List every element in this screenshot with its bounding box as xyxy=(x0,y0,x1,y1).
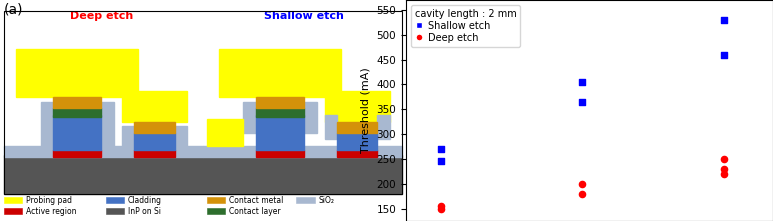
Bar xyxy=(53,150,101,157)
Bar xyxy=(122,126,134,150)
Bar xyxy=(4,146,203,157)
Bar xyxy=(134,122,175,133)
Bar xyxy=(41,102,53,150)
Point xyxy=(576,182,588,185)
Bar xyxy=(175,126,187,150)
Bar xyxy=(105,208,124,214)
Text: Shallow etch: Shallow etch xyxy=(264,11,344,21)
Point xyxy=(435,147,448,151)
Bar xyxy=(4,197,22,203)
Text: Contact metal: Contact metal xyxy=(230,196,284,204)
Bar xyxy=(101,102,114,150)
Bar xyxy=(325,91,390,122)
Bar xyxy=(4,11,402,194)
Bar xyxy=(53,115,101,150)
Bar xyxy=(105,197,124,203)
Text: Probing pad: Probing pad xyxy=(26,196,73,204)
Text: InP on Si: InP on Si xyxy=(128,207,161,215)
Bar xyxy=(4,208,22,214)
Bar xyxy=(53,108,101,117)
Bar xyxy=(256,108,305,117)
Text: Cladding: Cladding xyxy=(128,196,162,204)
Bar xyxy=(337,150,377,157)
Bar xyxy=(243,102,256,133)
Text: (a): (a) xyxy=(4,2,23,16)
Bar xyxy=(207,119,243,146)
Point xyxy=(576,80,588,84)
Point xyxy=(576,100,588,104)
Bar xyxy=(305,102,317,133)
Point xyxy=(435,204,448,208)
Point xyxy=(576,192,588,195)
Bar xyxy=(325,115,337,139)
Bar xyxy=(296,197,315,203)
Bar xyxy=(4,155,402,194)
Bar xyxy=(377,115,390,139)
Bar xyxy=(122,91,187,122)
Point xyxy=(717,18,730,22)
Point xyxy=(435,207,448,210)
Text: Contact layer: Contact layer xyxy=(230,207,281,215)
Text: Deep etch: Deep etch xyxy=(70,11,133,21)
Point xyxy=(717,157,730,161)
Bar xyxy=(337,122,377,133)
Bar xyxy=(256,150,305,157)
Bar xyxy=(203,146,402,157)
Legend: Shallow etch, Deep etch: Shallow etch, Deep etch xyxy=(410,5,520,47)
Bar xyxy=(337,133,377,150)
Bar xyxy=(256,97,305,108)
Bar xyxy=(16,49,138,97)
Text: Active region: Active region xyxy=(26,207,77,215)
Bar xyxy=(256,115,305,150)
Y-axis label: Threshold (mA): Threshold (mA) xyxy=(361,68,371,153)
Bar xyxy=(53,97,101,108)
Bar xyxy=(134,150,175,157)
Bar xyxy=(207,197,225,203)
Point xyxy=(435,160,448,163)
Bar xyxy=(220,49,341,97)
Point xyxy=(717,167,730,171)
Bar xyxy=(134,133,175,150)
Point xyxy=(717,53,730,56)
Text: SiO₂: SiO₂ xyxy=(318,196,335,204)
Bar xyxy=(207,208,225,214)
Point xyxy=(717,172,730,176)
